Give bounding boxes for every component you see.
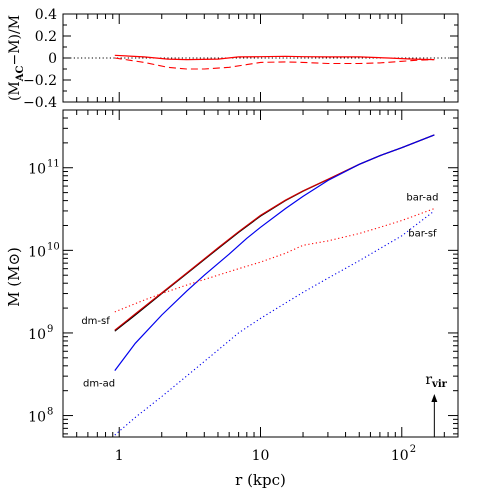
y-tick-exponent: 10 (47, 241, 60, 252)
rvir-label: rvir (425, 372, 447, 390)
y-tick-label: 10 (28, 162, 46, 178)
rvir-label-main: r (425, 372, 432, 388)
y-tick-label: 0.2 (35, 29, 57, 45)
mass-series-4 (114, 208, 435, 313)
y-tick-exponent: 8 (47, 407, 53, 418)
y-tick-label: 0.4 (35, 7, 57, 23)
y-tick-exponent: 11 (47, 159, 60, 170)
y-tick-label: 10 (28, 410, 46, 426)
residual-panel: 0.4 0.2 0 −0.2 −0.4(MAC−M)/M (7, 7, 459, 111)
x-tick-label: 10 (252, 448, 270, 464)
x-axis-label: r (kpc) (235, 471, 286, 489)
residual-y-axis-label: (MAC−M)/M (7, 15, 26, 101)
mass-series-5 (114, 210, 435, 436)
y-tick-label: 10 (28, 327, 46, 343)
residual-series-2 (114, 57, 435, 70)
y-tick-label: 10 (28, 244, 46, 260)
rvir-label-subscript: vir (431, 379, 448, 390)
x-tick-exponent: 2 (410, 444, 416, 455)
curve-annotation: bar-ad (406, 193, 438, 204)
mass-series-3 (114, 134, 435, 371)
y-tick-label: −0.4 (23, 95, 57, 111)
curve-annotation: dm-sf (81, 316, 110, 327)
x-tick-label: 1 (115, 448, 124, 464)
residual-series-1 (114, 54, 435, 61)
y-tick-label: −0.2 (23, 73, 57, 89)
mass-frame (62, 109, 459, 438)
ylabel-part: (M (7, 81, 23, 101)
mass-series-1 (114, 134, 435, 332)
y-tick-label: 0 (48, 51, 57, 67)
curve-annotation: dm-ad (83, 378, 115, 389)
curve-annotation: bar-sf (408, 228, 437, 239)
rvir-arrow-head (431, 394, 438, 402)
mass-series-2 (114, 134, 435, 331)
ylabel-subscript: AC (15, 65, 26, 82)
x-tick-label: 10 (391, 448, 409, 464)
mass-y-axis-label: M (M⊙) (5, 247, 23, 307)
y-tick-exponent: 9 (47, 324, 53, 335)
ylabel-part: −M)/M (7, 15, 23, 66)
